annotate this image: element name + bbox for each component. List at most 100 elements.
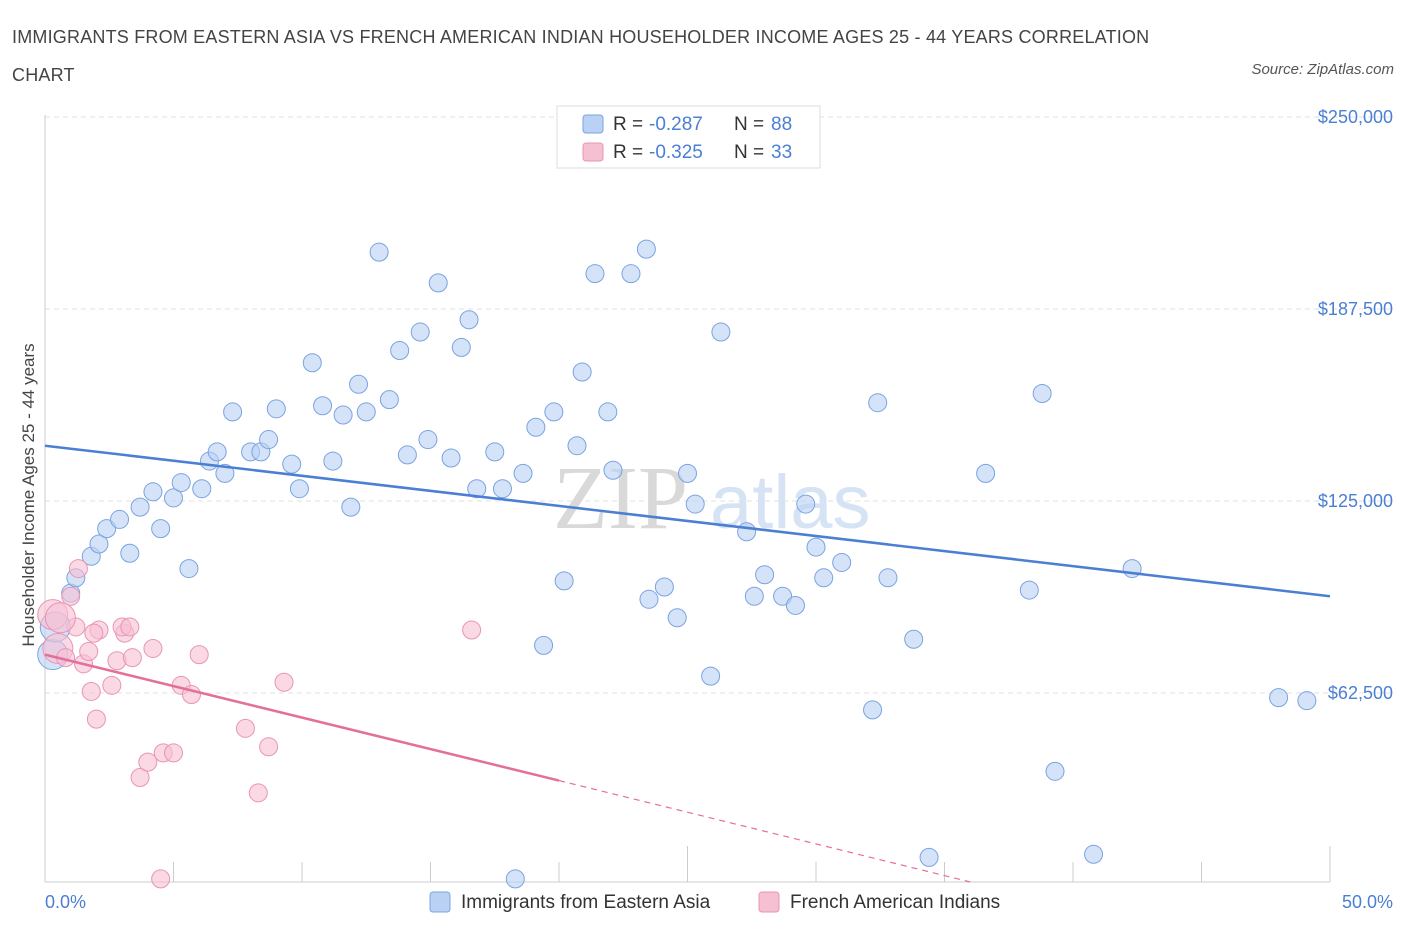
x-tick-label-min: 0.0% bbox=[45, 892, 86, 912]
eastern-asia-point-75 bbox=[863, 700, 883, 720]
eastern-asia-point-85 bbox=[1269, 688, 1289, 708]
french-american-indian-point-18 bbox=[138, 752, 158, 772]
eastern-asia-point-59 bbox=[639, 589, 659, 609]
eastern-asia-point-8 bbox=[120, 543, 140, 563]
french-american-indian-point-31 bbox=[84, 623, 104, 643]
eastern-asia-point-39 bbox=[428, 273, 448, 293]
eastern-asia-point-70 bbox=[785, 595, 805, 615]
french-american-indian-point-22 bbox=[164, 743, 183, 763]
french-american-indian-point-27 bbox=[248, 783, 268, 803]
eastern-asia-point-79 bbox=[919, 847, 939, 867]
y-tick-label-0: $62,500 bbox=[1328, 683, 1393, 703]
eastern-asia-point-83 bbox=[1045, 761, 1065, 781]
series-eastern-asia-points bbox=[37, 239, 1317, 889]
legend-r-value-pink: -0.325 bbox=[649, 142, 703, 163]
french-american-indian-point-30 bbox=[462, 620, 482, 640]
french-american-indian-point-26 bbox=[235, 718, 255, 738]
french-american-indian-point-25 bbox=[189, 645, 209, 665]
french-american-indian-point-10 bbox=[86, 709, 106, 729]
eastern-asia-point-37 bbox=[410, 322, 430, 342]
eastern-asia-point-73 bbox=[814, 568, 834, 588]
eastern-asia-point-78 bbox=[904, 629, 924, 649]
eastern-asia-point-30 bbox=[341, 497, 361, 517]
eastern-asia-point-45 bbox=[492, 479, 512, 499]
eastern-asia-point-49 bbox=[534, 635, 554, 655]
eastern-asia-point-47 bbox=[513, 463, 533, 483]
eastern-asia-point-15 bbox=[192, 479, 212, 499]
eastern-asia-point-42 bbox=[459, 310, 479, 330]
eastern-asia-point-9 bbox=[130, 497, 150, 517]
chart-title: IMMIGRANTS FROM EASTERN ASIA VS FRENCH A… bbox=[12, 27, 1150, 85]
eastern-asia-point-66 bbox=[737, 522, 757, 542]
bottom-legend: Immigrants from Eastern Asia French Amer… bbox=[429, 891, 1000, 913]
eastern-asia-point-41 bbox=[451, 337, 471, 357]
legend-n-label-blue: N = bbox=[734, 114, 764, 135]
eastern-asia-point-56 bbox=[603, 460, 623, 480]
eastern-asia-point-48 bbox=[526, 417, 546, 437]
eastern-asia-point-18 bbox=[215, 463, 235, 483]
watermark: ZIP atlas bbox=[553, 449, 871, 548]
eastern-asia-point-7 bbox=[110, 509, 130, 529]
eastern-asia-point-69 bbox=[773, 586, 793, 606]
eastern-asia-point-27 bbox=[313, 396, 333, 416]
eastern-asia-point-25 bbox=[289, 479, 309, 499]
bottom-legend-label-blue: Immigrants from Eastern Asia bbox=[461, 892, 711, 913]
legend-r-label-pink: R = bbox=[613, 142, 643, 163]
eastern-asia-point-38 bbox=[418, 430, 438, 450]
trend-line-eastern-asia bbox=[44, 444, 1331, 598]
eastern-asia-point-40 bbox=[441, 448, 461, 468]
eastern-asia-point-50 bbox=[544, 402, 564, 422]
eastern-asia-point-13 bbox=[171, 473, 191, 493]
eastern-asia-point-63 bbox=[685, 494, 705, 514]
eastern-asia-point-64 bbox=[701, 666, 721, 686]
eastern-asia-point-51 bbox=[554, 571, 574, 591]
eastern-asia-point-34 bbox=[379, 390, 399, 410]
eastern-asia-point-62 bbox=[678, 463, 697, 483]
eastern-asia-point-28 bbox=[323, 451, 343, 471]
axes bbox=[44, 115, 1331, 883]
french-american-indian-point-16 bbox=[122, 648, 142, 668]
y-tick-labels: $62,500 $125,000 $187,500 $250,000 bbox=[1318, 107, 1393, 703]
legend-n-value-pink: 33 bbox=[771, 142, 792, 163]
eastern-asia-point-31 bbox=[349, 374, 369, 394]
legend-n-value-blue: 88 bbox=[771, 114, 792, 135]
eastern-asia-point-80 bbox=[976, 463, 996, 483]
series-french-american-indian-points bbox=[37, 559, 482, 889]
french-american-indian-point-11 bbox=[102, 675, 122, 695]
eastern-asia-point-53 bbox=[572, 362, 592, 382]
y-axis-label: Householder Income Ages 25 - 44 years bbox=[19, 343, 38, 646]
french-american-indian-point-19 bbox=[143, 638, 163, 658]
eastern-asia-point-29 bbox=[333, 405, 353, 425]
eastern-asia-point-44 bbox=[485, 442, 505, 462]
y-tick-label-2: $187,500 bbox=[1318, 299, 1393, 319]
eastern-asia-point-86 bbox=[1297, 691, 1317, 711]
french-american-indian-point-7 bbox=[79, 642, 99, 662]
eastern-asia-point-33 bbox=[369, 242, 389, 262]
source-label: Source: ZipAtlas.com bbox=[1251, 61, 1394, 78]
eastern-asia-point-22 bbox=[259, 430, 279, 450]
eastern-asia-point-52 bbox=[567, 436, 587, 456]
eastern-asia-point-60 bbox=[654, 577, 674, 597]
x-tick-label-max: 50.0% bbox=[1342, 892, 1393, 912]
french-american-indian-point-20 bbox=[151, 869, 171, 889]
eastern-asia-point-74 bbox=[832, 552, 852, 572]
eastern-asia-point-81 bbox=[1019, 580, 1039, 600]
legend-n-label-pink: N = bbox=[734, 142, 764, 163]
eastern-asia-point-5 bbox=[89, 534, 109, 554]
eastern-asia-point-43 bbox=[467, 479, 487, 499]
eastern-asia-point-14 bbox=[179, 559, 199, 579]
eastern-asia-point-58 bbox=[636, 239, 656, 259]
french-american-indian-point-8 bbox=[81, 681, 101, 701]
french-american-indian-point-3 bbox=[61, 586, 81, 606]
eastern-asia-point-67 bbox=[744, 586, 764, 606]
eastern-asia-point-87 bbox=[1084, 844, 1104, 864]
trend-line-french-american-indian-extension bbox=[558, 779, 971, 883]
eastern-asia-point-46 bbox=[505, 869, 525, 889]
y-tick-label-3: $250,000 bbox=[1318, 107, 1393, 127]
eastern-asia-point-24 bbox=[282, 454, 302, 474]
eastern-asia-point-23 bbox=[266, 399, 286, 419]
bottom-legend-swatch-pink bbox=[758, 891, 780, 913]
french-american-indian-point-15 bbox=[120, 617, 140, 637]
watermark-zip: ZIP bbox=[553, 449, 688, 548]
